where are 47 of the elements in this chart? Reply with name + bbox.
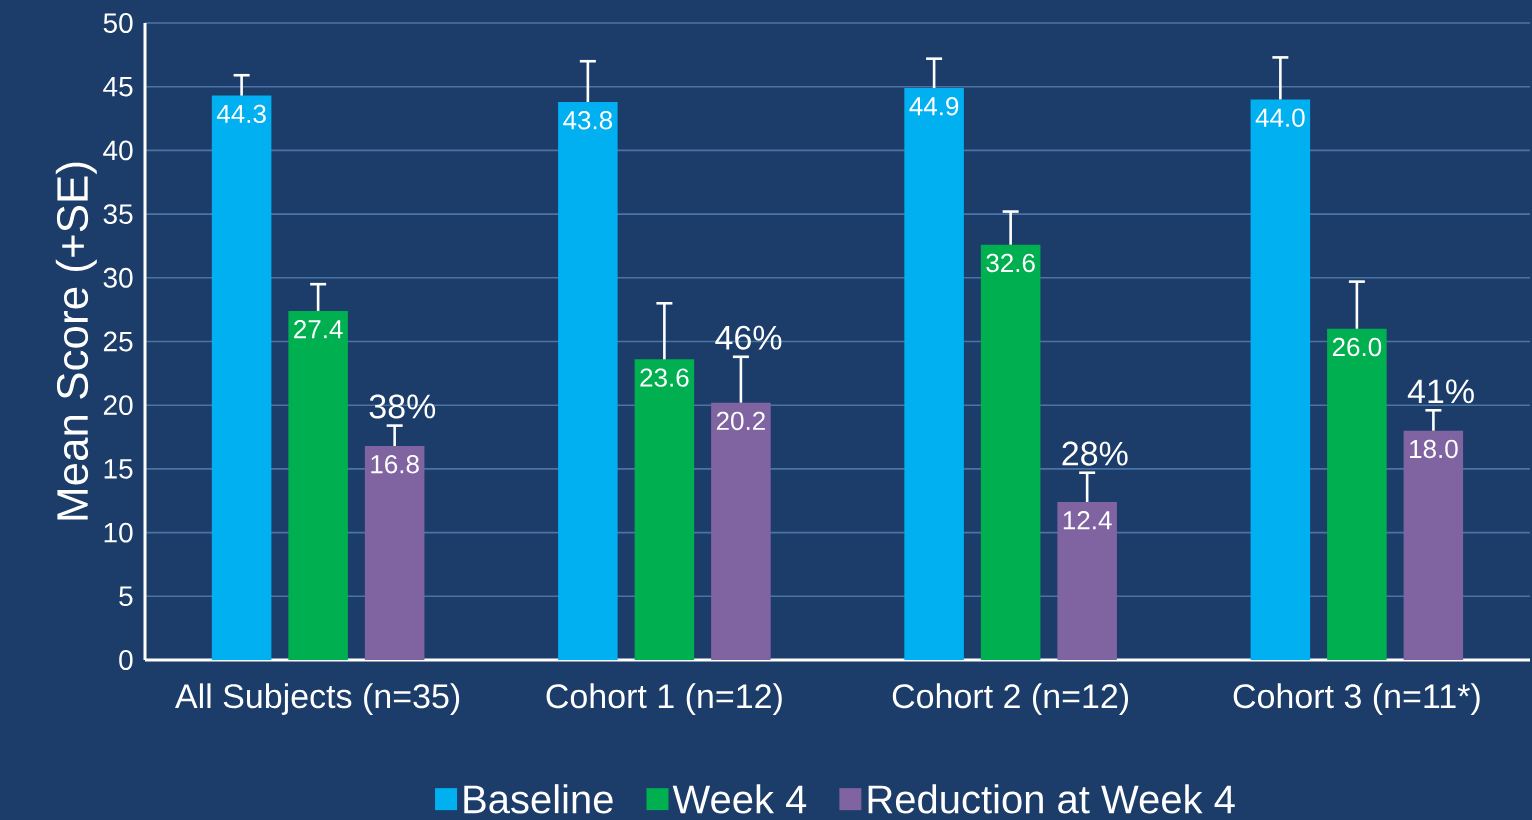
- y-tick-label: 15: [104, 459, 133, 479]
- data-label: 44.0: [1255, 108, 1305, 127]
- bar: [980, 244, 1041, 660]
- data-label: 27.4: [294, 319, 343, 339]
- bar: [288, 310, 348, 660]
- bar: [1250, 99, 1311, 660]
- legend-label: Reduction at Week 4: [868, 784, 1235, 814]
- annotation: 46%: [715, 325, 782, 350]
- x-tick-label: All Subjects (n=35): [175, 683, 460, 716]
- y-tick-label: 40: [103, 140, 133, 161]
- data-label: 32.6: [986, 253, 1035, 273]
- y-tick-label: 45: [103, 76, 133, 97]
- y-axis-title: Mean Score (+SE): [55, 162, 97, 520]
- bar: [634, 359, 695, 660]
- annotation: 28%: [1062, 441, 1128, 466]
- data-label: 20.2: [716, 411, 765, 431]
- y-tick-label: 50: [103, 13, 133, 33]
- y-tick-label: 5: [119, 586, 133, 607]
- y-tick-label: 30: [103, 267, 133, 288]
- x-tick-label: Cohort 2 (n=12): [892, 683, 1129, 715]
- y-tick-label: 25: [103, 331, 133, 352]
- bar: [1057, 502, 1117, 660]
- annotation: 41%: [1407, 379, 1474, 404]
- x-tick-label: Cohort 3 (n=11*): [1233, 683, 1480, 715]
- legend-label: Baseline: [464, 784, 613, 814]
- bar: [1327, 328, 1387, 660]
- y-tick-label: 10: [104, 522, 133, 543]
- data-label: 43.8: [563, 111, 613, 130]
- bar: [711, 402, 771, 660]
- legend-label: Week 4: [672, 784, 807, 814]
- data-label: 44.3: [216, 104, 266, 124]
- y-tick-label: 35: [103, 204, 133, 225]
- bar: [904, 87, 964, 660]
- data-label: 12.4: [1063, 511, 1112, 530]
- bar: [1403, 430, 1464, 660]
- y-tick-label: 20: [103, 395, 133, 416]
- y-tick-label: 0: [119, 650, 133, 670]
- data-label: 44.9: [909, 97, 959, 116]
- data-label: 23.6: [640, 368, 689, 387]
- data-label: 16.8: [371, 455, 419, 474]
- bar: [558, 101, 618, 660]
- annotation: 38%: [369, 394, 436, 419]
- bar: [364, 445, 425, 660]
- x-tick-label: Cohort 1 (n=12): [546, 683, 782, 715]
- bar: [211, 95, 272, 660]
- data-label: 18.0: [1410, 439, 1458, 459]
- data-label: 26.0: [1332, 337, 1382, 357]
